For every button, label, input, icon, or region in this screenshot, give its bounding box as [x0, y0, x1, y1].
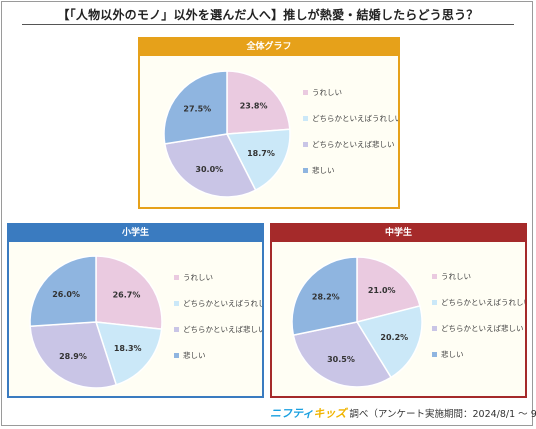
- data-label-4: 27.5%: [183, 105, 211, 114]
- legend-label-3: どちらかといえば悲しい: [312, 139, 395, 149]
- data-label-4: 26.0%: [52, 290, 80, 299]
- legend-swatch-2: [174, 301, 179, 306]
- pie-slice-1: [356, 256, 421, 323]
- data-label-3: 30.5%: [327, 355, 355, 364]
- pie-slice-2: [94, 321, 163, 386]
- pie-slice-3: [29, 321, 118, 389]
- legend-swatch-3: [303, 142, 308, 147]
- pie-slice-4: [291, 256, 358, 336]
- legend-swatch-4: [303, 168, 308, 173]
- data-label-2: 20.2%: [380, 333, 408, 342]
- chart-junior-high: 21.0% 20.2% 30.5% 28.2% うれしいどちらかといえばうれしいどちらか…: [291, 256, 525, 388]
- brand-logo-part2: キッズ: [313, 407, 347, 420]
- legend-label-2: どちらかといえばうれしい: [183, 299, 262, 308]
- panel-overall: 全体グラフ 23.8% 18.7% 30.0% 27.5% うれしいどちらかといえばうれ…: [138, 37, 400, 209]
- legend-label-1: うれしい: [441, 272, 471, 281]
- legend-swatch-1: [303, 90, 308, 95]
- data-label-2: 18.3%: [114, 344, 142, 353]
- data-label-1: 26.7%: [113, 291, 141, 300]
- pie-slice-2: [225, 128, 291, 192]
- title-divider: [22, 24, 514, 25]
- legend-swatch-4: [432, 352, 437, 357]
- legend-swatch-4: [174, 353, 179, 358]
- legend-swatch-1: [174, 275, 179, 280]
- pie-slice-3: [292, 321, 393, 388]
- page-title: 【「人物以外のモノ」以外を選んだ人へ】推しが熱愛・結婚したらどう思う？: [57, 8, 479, 22]
- chart-overall: 23.8% 18.7% 30.0% 27.5% うれしいどちらかといえばうれしいどちらか…: [163, 70, 398, 198]
- pie-slice-2: [355, 305, 423, 379]
- legend-label-4: 悲しい: [441, 349, 464, 359]
- chart-elementary: 26.7% 18.3% 28.9% 26.0% うれしいどちらかといえばうれしいどちらか…: [29, 255, 262, 389]
- panel-elementary-header: 小学生: [9, 225, 262, 242]
- legend-label-3: どちらかといえば悲しい: [183, 324, 262, 334]
- data-label-1: 21.0%: [368, 286, 396, 295]
- pie-slice-1: [95, 255, 163, 330]
- legend-label-1: うれしい: [312, 88, 342, 97]
- data-label-3: 28.9%: [59, 352, 87, 361]
- panel-junior-high-header: 中学生: [272, 225, 525, 242]
- pie-slice-3: [163, 133, 257, 198]
- panel-overall-header: 全体グラフ: [140, 39, 398, 56]
- pie-slice-4: [29, 255, 97, 328]
- data-label-3: 30.0%: [195, 165, 223, 174]
- legend-swatch-3: [174, 327, 179, 332]
- legend-label-1: うれしい: [183, 273, 213, 282]
- legend-label-3: どちらかといえば悲しい: [441, 323, 524, 333]
- legend-label-2: どちらかといえばうれしい: [441, 298, 525, 307]
- panel-elementary: 小学生 26.7% 18.3% 28.9% 26.0% うれしいどちらかといえばうれしい…: [7, 223, 264, 398]
- legend-label-2: どちらかといえばうれしい: [312, 114, 398, 123]
- legend-label-4: 悲しい: [312, 165, 335, 175]
- footer-source: ニフティキッズ 調べ（アンケート実施期間：2024/8/1 ～ 9/9）: [270, 405, 536, 423]
- legend-swatch-2: [303, 116, 308, 121]
- data-label-4: 28.2%: [312, 293, 340, 302]
- legend-swatch-2: [432, 300, 437, 305]
- data-label-1: 23.8%: [240, 101, 268, 110]
- legend-swatch-1: [432, 274, 437, 279]
- footer-text: 調べ（アンケート実施期間：2024/8/1 ～ 9/9）: [349, 409, 536, 420]
- panel-junior-high: 中学生 21.0% 20.2% 30.5% 28.2% うれしいどちらかといえばうれしい…: [270, 223, 527, 398]
- data-label-2: 18.7%: [247, 149, 275, 158]
- legend-swatch-3: [432, 326, 437, 331]
- brand-logo-part1: ニフティ: [270, 407, 314, 420]
- pie-slice-1: [226, 70, 291, 135]
- legend-label-4: 悲しい: [183, 350, 206, 360]
- pie-slice-4: [163, 70, 228, 145]
